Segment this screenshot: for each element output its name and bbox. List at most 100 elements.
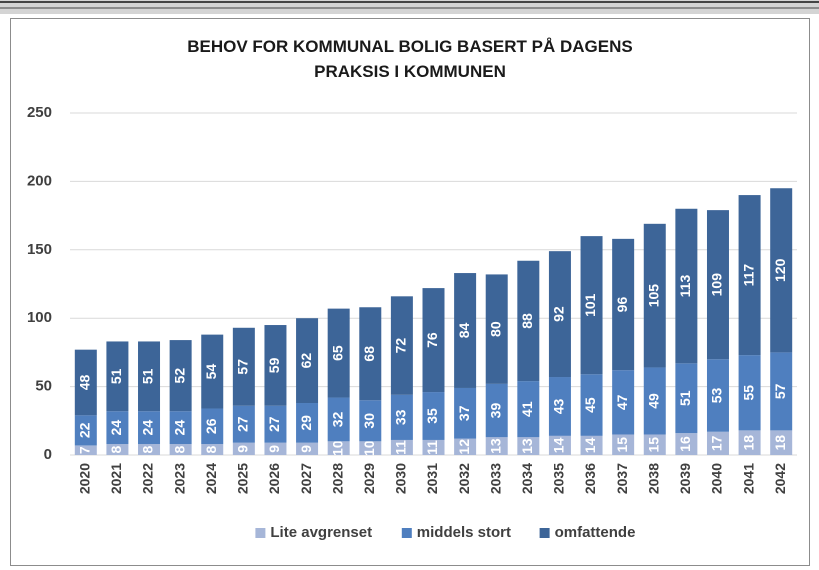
x-tick-label: 2034 [519, 463, 535, 494]
data-label: 96 [614, 297, 630, 313]
y-tick-label: 0 [44, 446, 52, 463]
data-label: 84 [456, 323, 472, 339]
data-label: 24 [140, 420, 156, 436]
bar-segment [201, 408, 224, 445]
data-label: 10 [329, 440, 345, 456]
chart-title: BEHOV FOR KOMMUNAL BOLIG BASERT PÅ DAGEN… [187, 37, 633, 81]
bar-segment [138, 341, 161, 412]
x-tick-label: 2032 [456, 463, 472, 494]
bar-segment [264, 405, 287, 443]
data-label: 16 [677, 436, 693, 452]
x-tick-label: 2023 [171, 463, 187, 494]
bar-segment [232, 442, 255, 455]
y-tick-label: 200 [27, 172, 52, 189]
bar-segment [359, 441, 382, 455]
bar-segment [675, 363, 698, 434]
legend-label: Lite avgrenset [270, 524, 372, 541]
data-label: 24 [171, 420, 187, 436]
data-label: 29 [298, 415, 314, 431]
x-tick-label: 2040 [709, 463, 725, 494]
legend-swatch [401, 528, 412, 538]
data-label: 52 [171, 368, 187, 384]
x-tick-label: 2021 [108, 463, 124, 494]
y-tick-label: 100 [27, 309, 52, 326]
bar-segment [706, 210, 729, 360]
data-label: 8 [140, 445, 156, 453]
data-label: 14 [582, 437, 598, 453]
data-label: 68 [361, 346, 377, 362]
bar-segment [359, 307, 382, 401]
bar-segment [643, 223, 666, 368]
bar-segment [580, 435, 603, 455]
data-label: 30 [361, 413, 377, 429]
data-label: 48 [77, 374, 93, 390]
x-tick-label: 2036 [582, 463, 598, 494]
bar-segment [201, 444, 224, 455]
bar-segment [643, 367, 666, 435]
bar-segment [264, 442, 287, 455]
bar-segment [770, 352, 793, 431]
x-tick-label: 2031 [424, 463, 440, 494]
x-tick-label: 2022 [140, 463, 156, 494]
legend-swatch [539, 528, 550, 538]
data-label: 39 [487, 403, 503, 419]
data-label: 22 [77, 422, 93, 438]
data-label: 9 [298, 445, 314, 453]
x-tick-label: 2029 [361, 463, 377, 494]
bar-segment [738, 355, 761, 431]
data-label: 120 [772, 258, 788, 282]
x-tick-label: 2039 [677, 463, 693, 494]
data-label: 9 [266, 445, 282, 453]
bar-segment [580, 236, 603, 375]
data-label: 47 [614, 394, 630, 410]
data-label: 32 [329, 411, 345, 427]
bar-segment [454, 438, 477, 455]
bar-segment [643, 434, 666, 455]
data-label: 13 [519, 438, 535, 454]
data-label: 18 [740, 435, 756, 451]
bar-segment [738, 195, 761, 356]
bar-segment [138, 411, 161, 445]
bar-segment [548, 251, 571, 378]
bar-segment [327, 397, 350, 442]
bar-segment [106, 341, 129, 412]
data-label: 33 [393, 409, 409, 425]
bar-segment [201, 334, 224, 409]
data-label: 105 [645, 284, 661, 308]
bar-segment [138, 444, 161, 455]
data-label: 51 [677, 390, 693, 406]
bar-segment [296, 442, 319, 455]
data-label: 27 [235, 416, 251, 432]
data-label: 59 [266, 357, 282, 373]
bar-segment [327, 441, 350, 455]
legend-swatch [255, 528, 266, 538]
bar-segment [770, 430, 793, 455]
x-tick-label: 2042 [772, 463, 788, 494]
data-label: 41 [519, 401, 535, 417]
x-tick-label: 2035 [551, 463, 567, 494]
legend-label: middels stort [417, 524, 511, 541]
data-label: 113 [677, 275, 693, 298]
data-label: 53 [709, 387, 725, 403]
bar-segment [517, 260, 540, 382]
bar-segment [232, 405, 255, 443]
bar-segment [74, 415, 97, 446]
bar-segment [359, 400, 382, 442]
data-label: 10 [361, 440, 377, 456]
bar-segment [422, 288, 445, 393]
x-tick-label: 2037 [614, 463, 630, 494]
data-label: 12 [456, 439, 472, 455]
bar-segment [232, 327, 255, 406]
x-tick-label: 2028 [329, 463, 345, 494]
x-tick-label: 2030 [393, 463, 409, 494]
bar-segment [485, 383, 508, 438]
bar-segment [390, 439, 413, 455]
data-label: 65 [329, 345, 345, 361]
bar-segment [706, 431, 729, 455]
bar-segment [454, 387, 477, 439]
data-label: 15 [614, 437, 630, 453]
legend-label: omfattende [555, 524, 636, 541]
bar-segment [706, 359, 729, 432]
